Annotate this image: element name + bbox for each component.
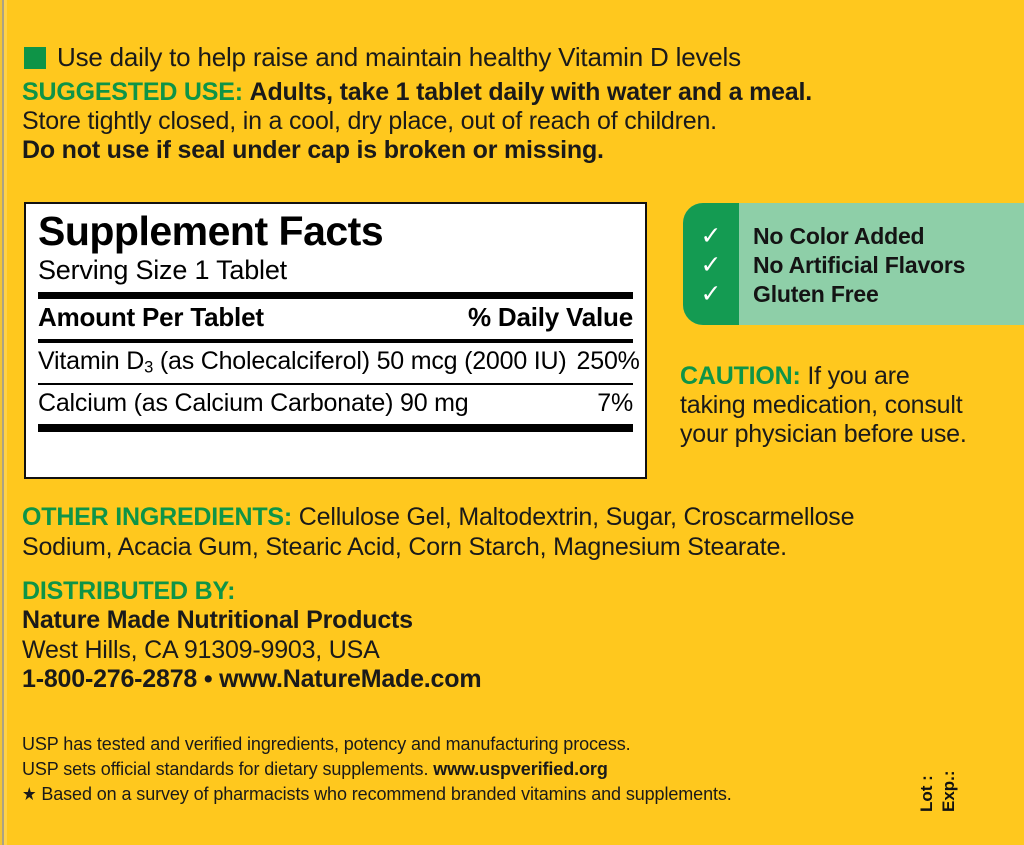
nutrient-daily-value: 7%: [597, 388, 633, 417]
nutrient-vitamin-d3: Vitamin D3 (as Cholecalciferol) 50 mcg (…: [38, 347, 567, 378]
facts-rule-thick-top: [38, 292, 633, 300]
top-claim-text: Use daily to help raise and maintain hea…: [57, 42, 741, 72]
table-row: Calcium (as Calcium Carbonate) 90 mg 7%: [38, 385, 633, 420]
checkmark-icon: ✓: [700, 279, 722, 308]
product-claims-box: ✓ ✓ ✓ No Color Added No Artificial Flavo…: [683, 203, 1024, 325]
nutrient-name-pre: Calcium (as Calcium Carbonate): [38, 388, 394, 417]
fine-print-block: USP has tested and verified ingredients,…: [22, 732, 902, 806]
caution-line1-rest: If you are: [807, 362, 910, 390]
distributed-by-heading: DISTRIBUTED BY:: [22, 577, 236, 605]
caution-first-line: CAUTION: If you are: [680, 362, 1010, 391]
distributor-company: Nature Made Nutritional Products: [22, 606, 413, 634]
list-item: No Artificial Flavors: [753, 251, 966, 278]
list-item: Gluten Free: [753, 280, 879, 307]
suggested-use-line: SUGGESTED USE: Adults, take 1 tablet dai…: [22, 78, 812, 107]
caution-line-3: your physician before use.: [680, 420, 967, 448]
claims-text-column: No Color Added No Artificial Flavors Glu…: [739, 203, 1024, 325]
usp-line-2-text: USP sets official standards for dietary …: [22, 758, 429, 779]
serving-size-text: Serving Size 1 Tablet: [38, 255, 287, 286]
storage-instruction: Store tightly closed, in a cool, dry pla…: [22, 107, 717, 135]
package-edge-strip: [0, 0, 7, 845]
checkmark-icon: ✓: [700, 250, 722, 279]
distributor-address: West Hills, CA 91309-9903, USA: [22, 635, 380, 664]
facts-rule-under-header: [38, 339, 633, 344]
green-square-bullet-icon: [24, 46, 46, 69]
usp-line-1: USP has tested and verified ingredients,…: [22, 734, 631, 754]
claims-checkmark-column: ✓ ✓ ✓: [683, 203, 739, 325]
other-ingredients-block: OTHER INGREDIENTS: Cellulose Gel, Maltod…: [22, 503, 942, 562]
supplement-facts-title: Supplement Facts: [38, 208, 384, 254]
seal-warning: Do not use if seal under cap is broken o…: [22, 136, 604, 164]
column-header-amount: Amount Per Tablet: [38, 302, 264, 333]
lot-exp-block: Lot : Exp.:: [917, 742, 991, 812]
nutrient-daily-value: 250%: [576, 347, 640, 376]
nutrient-calcium: Calcium (as Calcium Carbonate) 90 mg: [38, 388, 469, 418]
checkmark-icon: ✓: [700, 221, 722, 250]
other-ingredients-line1-rest: Cellulose Gel, Maltodextrin, Sugar, Cros…: [298, 503, 855, 531]
caution-heading: CAUTION:: [680, 362, 801, 390]
nutrient-amount: 90 mg: [399, 388, 469, 417]
nutrient-name-pre: Vitamin D: [38, 347, 145, 376]
other-ingredients-line-2: Sodium, Acacia Gum, Stearic Acid, Corn S…: [22, 532, 787, 561]
nutrient-amount: 50 mcg (2000 IU): [376, 347, 567, 376]
suggested-use-heading: SUGGESTED USE:: [22, 78, 243, 106]
supplement-facts-panel: Supplement Facts Serving Size 1 Tablet A…: [24, 202, 647, 479]
suggested-use-block: SUGGESTED USE: Adults, take 1 tablet dai…: [22, 78, 812, 165]
caution-block: CAUTION: If you are taking medication, c…: [680, 362, 1010, 449]
facts-column-header-row: Amount Per Tablet % Daily Value: [38, 299, 633, 336]
nutrient-subscript: 3: [144, 358, 154, 377]
caution-line-2: taking medication, consult: [680, 391, 963, 419]
list-item: No Color Added: [753, 222, 925, 249]
distributor-contact[interactable]: 1-800-276-2878 • www.NatureMade.com: [22, 665, 482, 693]
other-ingredients-heading: OTHER INGREDIENTS:: [22, 503, 293, 531]
table-row: Vitamin D3 (as Cholecalciferol) 50 mcg (…: [38, 343, 640, 380]
top-claim-row: Use daily to help raise and maintain hea…: [24, 42, 741, 73]
nutrient-name-post: (as Cholecalciferol): [159, 347, 370, 376]
exp-label: Exp.:: [939, 770, 958, 812]
column-header-daily-value: % Daily Value: [467, 302, 633, 333]
other-ingredients-first-line: OTHER INGREDIENTS: Cellulose Gel, Maltod…: [22, 503, 942, 533]
suggested-use-instruction: Adults, take 1 tablet daily with water a…: [249, 78, 813, 106]
facts-rule-between-rows: [38, 382, 633, 385]
usp-verified-url[interactable]: www.uspverified.org: [433, 758, 608, 779]
usp-line-2: USP sets official standards for dietary …: [22, 757, 902, 782]
distributed-by-block: DISTRIBUTED BY: Nature Made Nutritional …: [22, 576, 642, 695]
lot-label: Lot :: [917, 775, 936, 812]
pharmacist-survey-note: ★ Based on a survey of pharmacists who r…: [22, 783, 732, 804]
facts-rule-bottom: [38, 423, 633, 432]
